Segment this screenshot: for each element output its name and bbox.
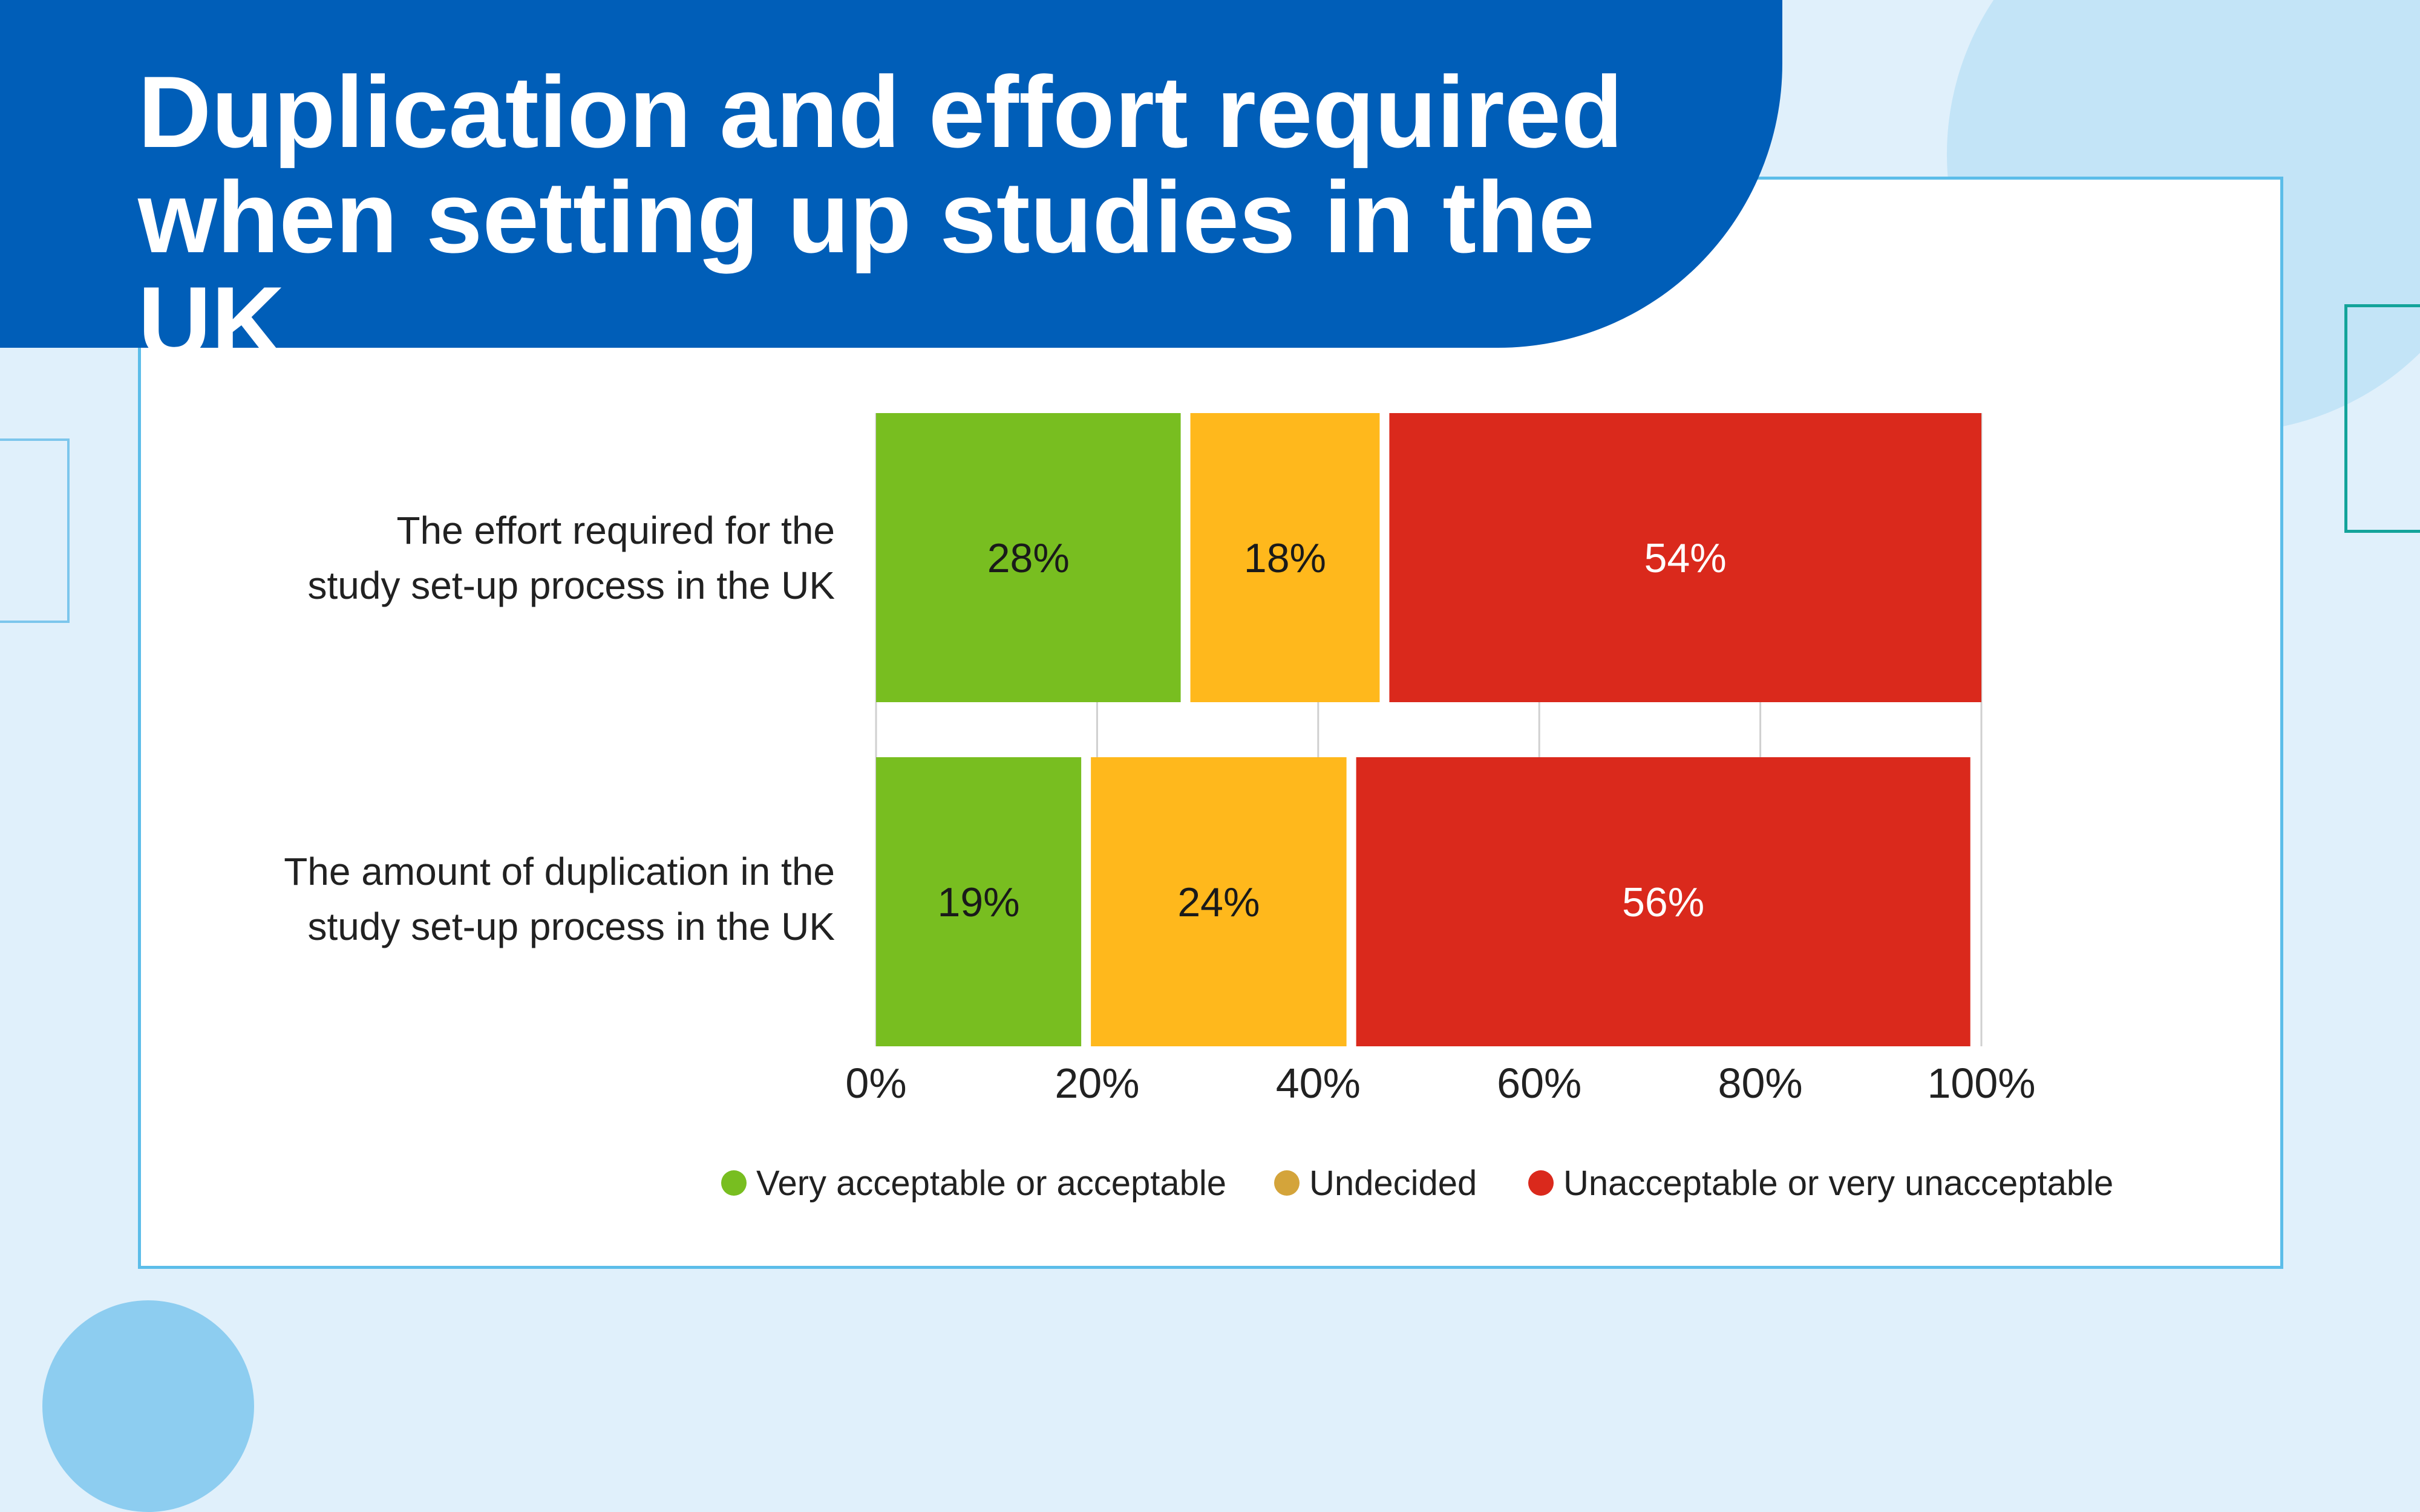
x-tick-label: 40%: [1276, 1060, 1361, 1107]
title-banner: Duplication and effort required when set…: [0, 0, 1782, 375]
category-label-line: The effort required for the: [396, 509, 835, 552]
category-label-line: The amount of duplication in the: [284, 850, 835, 893]
legend-item: Undecided: [1274, 1162, 1477, 1204]
chart-legend: Very acceptable or acceptable Undecided …: [0, 1162, 2420, 1204]
legend-label: Very acceptable or acceptable: [756, 1163, 1227, 1203]
title-line-2: when setting up studies in the UK: [138, 160, 1595, 379]
legend-item: Very acceptable or acceptable: [721, 1162, 1226, 1204]
data-label: 54%: [1644, 535, 1727, 581]
data-label: 19%: [938, 879, 1020, 925]
bar-segment: [876, 757, 1082, 1046]
x-tick-label: 100%: [1927, 1060, 2035, 1107]
category-label: The effort required for the study set-up…: [121, 503, 835, 613]
bar-segment: [1190, 413, 1380, 702]
decorative-frame: [0, 438, 70, 623]
data-label: 24%: [1177, 879, 1260, 925]
x-tick-label: 80%: [1718, 1060, 1803, 1107]
page-title: Duplication and effort required when set…: [138, 59, 1711, 375]
bar-segment: [1356, 757, 1970, 1046]
x-tick-label: 60%: [1497, 1060, 1581, 1107]
bar-segment: [1091, 757, 1347, 1046]
legend-label: Unacceptable or very unacceptable: [1563, 1163, 2114, 1203]
decorative-frame: [2344, 304, 2420, 533]
data-label: 18%: [1244, 535, 1326, 581]
stacked-bar-chart: 28% 18% 54% 19% 24% 56% 0% 20% 40% 60% 80% 100%: [845, 413, 2036, 1107]
x-tick-label: 0%: [845, 1060, 906, 1107]
category-label-line: study set-up process in the UK: [307, 564, 835, 607]
x-tick-label: 20%: [1055, 1060, 1139, 1107]
legend-item: Unacceptable or very unacceptable: [1528, 1162, 2113, 1204]
legend-label: Undecided: [1309, 1163, 1477, 1203]
data-label: 28%: [987, 535, 1070, 581]
category-label-line: study set-up process in the UK: [307, 905, 835, 948]
legend-swatch: [1274, 1170, 1300, 1196]
legend-swatch: [721, 1170, 747, 1196]
bar-segment: [876, 413, 1181, 702]
bar-segment: [1389, 413, 1981, 702]
category-label: The amount of duplication in the study s…: [121, 844, 835, 954]
legend-swatch: [1528, 1170, 1554, 1196]
data-label: 56%: [1622, 879, 1704, 925]
title-line-1: Duplication and effort required: [138, 55, 1623, 169]
